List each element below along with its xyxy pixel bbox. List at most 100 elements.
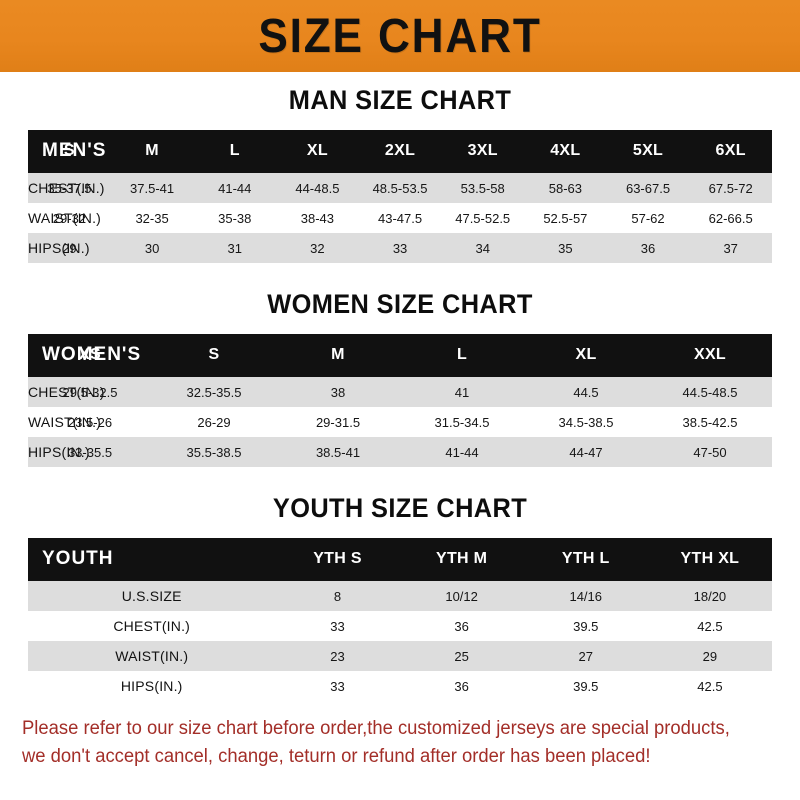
page-content: MAN SIZE CHART MEN'SSMLXL2XL3XL4XL5XL6XL… xyxy=(0,72,800,771)
table-cell: 31.5-34.5 xyxy=(400,407,524,437)
table-cell: 32 xyxy=(276,233,359,263)
table-cell: 42.5 xyxy=(647,671,772,701)
section-youth: YOUTH SIZE CHART YOUTH YTH S YTH M YTH L YTH… xyxy=(0,493,800,701)
row-label: U.S.SIZE xyxy=(28,581,276,611)
table-cell: 29 xyxy=(28,233,111,263)
table-cell: 33-35.5 xyxy=(28,437,152,467)
table-cell: 29-31.5 xyxy=(276,407,400,437)
table-cell: 33 xyxy=(275,611,400,641)
table-cell: 36 xyxy=(399,611,524,641)
column-header-yth-l: YTH L xyxy=(523,538,648,581)
section-men: MAN SIZE CHART MEN'SSMLXL2XL3XL4XL5XL6XL… xyxy=(0,85,800,263)
column-header-3xl: 3XL xyxy=(441,130,525,173)
table-cell: 38 xyxy=(276,377,400,407)
table-cell: 33 xyxy=(275,671,400,701)
table-cell: 35.5-38.5 xyxy=(152,437,276,467)
table-cell: 8 xyxy=(275,581,400,611)
table-cell: 44.5-48.5 xyxy=(648,377,772,407)
women-size-table: WOMEN'SXSSMLXLXXL CHEST(IN.)29.5-32.532.… xyxy=(28,334,772,467)
table-cell: 10/12 xyxy=(399,581,524,611)
table-cell: 18/20 xyxy=(647,581,772,611)
table-cell: 29.5-32.5 xyxy=(28,377,152,407)
page-title: SIZE CHART xyxy=(258,9,542,63)
section-women: WOMEN SIZE CHART WOMEN'SXSSMLXLXXL CHEST… xyxy=(0,289,800,467)
table-cell: 44-48.5 xyxy=(276,173,359,203)
women-table-wrap: WOMEN'SXSSMLXLXXL CHEST(IN.)29.5-32.532.… xyxy=(28,334,772,467)
table-cell: 67.5-72 xyxy=(689,173,772,203)
column-header-5xl: 5XL xyxy=(606,130,690,173)
section-title-youth: YOUTH SIZE CHART xyxy=(272,493,528,523)
column-header-xl: XL xyxy=(524,334,648,377)
table-cell: 52.5-57 xyxy=(524,203,607,233)
table-cell: 48.5-53.5 xyxy=(358,173,442,203)
table-cell: 35-38 xyxy=(193,203,277,233)
table-cell: 29-32 xyxy=(28,203,111,233)
row-label: HIPS(IN.) xyxy=(28,671,276,701)
column-header-yth-m: YTH M xyxy=(399,538,524,581)
table-cell: 31 xyxy=(193,233,277,263)
table-cell: 32.5-35.5 xyxy=(152,377,276,407)
page-banner: SIZE CHART xyxy=(0,0,800,72)
table-cell: 47-50 xyxy=(648,437,772,467)
table-cell: 57-62 xyxy=(606,203,690,233)
youth-table-head: YOUTH YTH S YTH M YTH L YTH XL xyxy=(28,538,772,581)
table-row: WAIST(IN.)29-3232-3535-3838-4343-47.547.… xyxy=(28,203,772,233)
table-cell: 33 xyxy=(358,233,442,263)
column-header-m: M xyxy=(110,130,194,173)
table-row: HIPS(IN.) 33 36 39.5 42.5 xyxy=(28,671,772,701)
column-header-s: S xyxy=(152,334,276,377)
table-cell: 27 xyxy=(523,641,648,671)
column-header-yth-s: YTH S xyxy=(275,538,400,581)
policy-note-line-2: we don't accept cancel, change, teturn o… xyxy=(22,746,651,768)
table-cell: 41-44 xyxy=(400,437,524,467)
table-cell: 36 xyxy=(399,671,524,701)
column-header-xs: XS xyxy=(28,334,152,377)
table-cell: 26-29 xyxy=(152,407,276,437)
women-table-head: WOMEN'SXSSMLXLXXL xyxy=(28,334,772,377)
column-header-l: L xyxy=(400,334,524,377)
table-row: WAIST(IN.) 23 25 27 29 xyxy=(28,641,772,671)
table-cell: 62-66.5 xyxy=(689,203,772,233)
table-cell: 29 xyxy=(647,641,772,671)
table-cell: 30 xyxy=(110,233,194,263)
table-cell: 36 xyxy=(606,233,690,263)
table-cell: 47.5-52.5 xyxy=(441,203,525,233)
row-label: CHEST(IN.) xyxy=(28,611,276,641)
table-row: U.S.SIZE 8 10/12 14/16 18/20 xyxy=(28,581,772,611)
table-cell: 63-67.5 xyxy=(606,173,690,203)
table-row: CHEST(IN.) 33 36 39.5 42.5 xyxy=(28,611,772,641)
section-title-women: WOMEN SIZE CHART xyxy=(267,289,533,319)
table-cell: 14/16 xyxy=(523,581,648,611)
table-cell: 34.5-38.5 xyxy=(524,407,648,437)
table-row: CHEST(IN.)35-37.537.5-4141-4444-48.548.5… xyxy=(28,173,772,203)
youth-table-wrap: YOUTH YTH S YTH M YTH L YTH XL U.S.SIZE 8 10/1… xyxy=(28,538,772,701)
table-cell: 23.5-26 xyxy=(28,407,152,437)
table-header-row: MEN'SSMLXL2XL3XL4XL5XL6XL xyxy=(28,130,772,173)
table-cell: 37 xyxy=(689,233,772,263)
table-row: CHEST(IN.)29.5-32.532.5-35.5384144.544.5… xyxy=(28,377,772,407)
men-size-table: MEN'SSMLXL2XL3XL4XL5XL6XL CHEST(IN.)35-3… xyxy=(28,130,772,263)
table-cell: 53.5-58 xyxy=(441,173,525,203)
table-cell: 39.5 xyxy=(523,671,648,701)
men-table-wrap: MEN'SSMLXL2XL3XL4XL5XL6XL CHEST(IN.)35-3… xyxy=(28,130,772,263)
table-cell: 38.5-41 xyxy=(276,437,400,467)
table-cell: 41-44 xyxy=(193,173,277,203)
table-cell: 39.5 xyxy=(523,611,648,641)
column-header-xxl: XXL xyxy=(648,334,772,377)
table-cell: 23 xyxy=(275,641,400,671)
column-header-xl: XL xyxy=(276,130,359,173)
table-cell: 43-47.5 xyxy=(358,203,442,233)
table-cell: 38.5-42.5 xyxy=(648,407,772,437)
table-cell: 38-43 xyxy=(276,203,359,233)
column-header-l: L xyxy=(193,130,277,173)
column-header-yth-xl: YTH XL xyxy=(647,538,772,581)
column-header-s: S xyxy=(28,130,111,173)
youth-size-table: YOUTH YTH S YTH M YTH L YTH XL U.S.SIZE 8 10/1… xyxy=(28,538,772,701)
men-table-body: CHEST(IN.)35-37.537.5-4141-4444-48.548.5… xyxy=(28,173,772,263)
women-table-body: CHEST(IN.)29.5-32.532.5-35.5384144.544.5… xyxy=(28,377,772,467)
table-cell: 34 xyxy=(441,233,525,263)
men-table-head: MEN'SSMLXL2XL3XL4XL5XL6XL xyxy=(28,130,772,173)
table-row: HIPS(IN.)33-35.535.5-38.538.5-4141-4444-… xyxy=(28,437,772,467)
table-cell: 42.5 xyxy=(647,611,772,641)
